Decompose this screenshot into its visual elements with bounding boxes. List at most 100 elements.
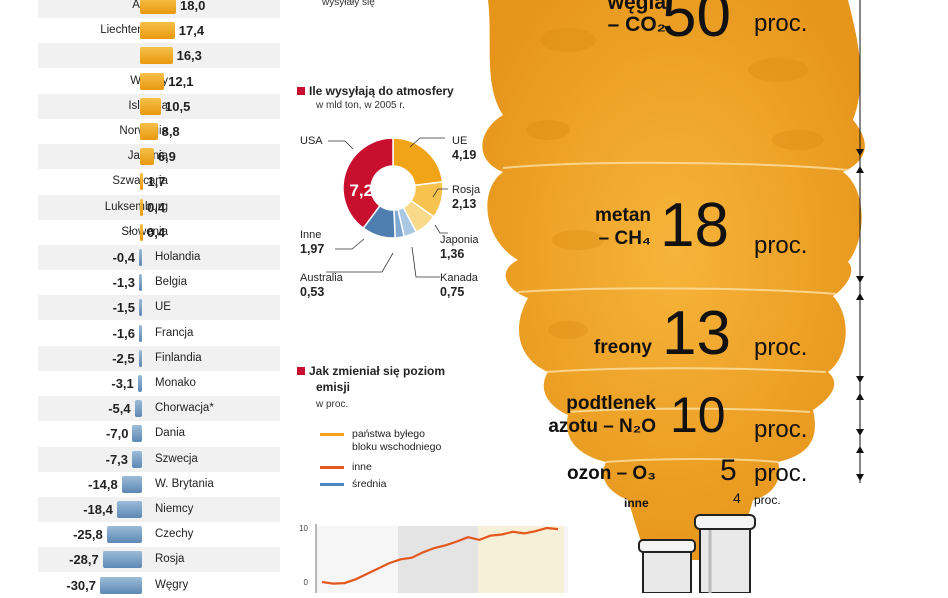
ranking-row: Liechtenstein 17,4 <box>38 18 280 43</box>
gas-ch4-name-line1: metan <box>595 205 651 226</box>
ranking-country: Holandia <box>155 251 201 263</box>
scale-arrow-down-icon <box>856 376 864 383</box>
gas-co2-name: węgla – CO₂ <box>608 0 666 36</box>
ranking-value: 6,9 <box>157 149 176 165</box>
legend-label-average: średnia <box>352 478 387 490</box>
ranking-value: 18,0 <box>180 0 206 13</box>
ranking-value: -0,4 <box>112 250 135 265</box>
ranking-value: 16,3 <box>176 48 202 64</box>
legend-label-eastern: państwa byłego bloku wschodniego <box>352 428 441 454</box>
gas-ch4-unit: proc. <box>754 232 808 259</box>
pie-label-name: USA <box>300 135 323 147</box>
ranking-row: Rosja -28,7 <box>38 547 280 573</box>
ranking-bar <box>140 223 143 241</box>
trend-heading-line1: Jak zmieniał się poziom <box>309 364 446 378</box>
pie-label-inne: Inne 1,97 <box>300 228 324 257</box>
ranking-country: Francja <box>155 326 194 339</box>
pie-label-name: Australia <box>300 272 343 284</box>
ranking-bar <box>100 576 142 594</box>
red-square-icon <box>297 367 305 375</box>
ranking-country: W. Brytania <box>155 477 214 490</box>
ranking-country: Słowenia <box>121 225 168 238</box>
ranking-value: -14,8 <box>88 476 118 492</box>
y-tick-label: 10 <box>299 524 308 533</box>
gas-ch4-value: 18 <box>660 191 729 260</box>
legend-swatch-eastern <box>320 433 344 436</box>
ranking-country: Węgry <box>155 578 189 591</box>
trend-heading: Jak zmieniał się poziom <box>297 364 445 379</box>
ranking-value: -1,3 <box>112 275 135 291</box>
legend-eastern-line1: państwa byłego <box>352 428 425 440</box>
gas-n2o-unit: proc. <box>754 416 808 443</box>
gas-freon-value: 13 <box>662 299 731 368</box>
ranking-bar <box>134 400 142 418</box>
ranking-value: -7,3 <box>105 451 129 467</box>
gas-o3-value: 5 <box>720 454 737 487</box>
ranking-bar <box>140 173 144 191</box>
ranking-value: -25,8 <box>73 527 103 543</box>
ranking-row: Włochy12,1 <box>38 69 280 94</box>
scale-arrow-down-icon <box>856 276 864 283</box>
ranking-row: Japonia6,9 <box>38 144 280 170</box>
ranking-country: Rosja <box>155 553 185 566</box>
ranking-row: Austria18,0 <box>38 0 280 18</box>
gas-other-name: inne <box>624 496 649 510</box>
ranking-bar <box>140 72 165 90</box>
ranking-value: 0,4 <box>147 199 166 215</box>
pie-label-value: 0,53 <box>300 285 325 299</box>
ranking-value: 12,1 <box>168 73 194 89</box>
ranking-bar <box>140 97 161 115</box>
ranking-row: Norwegia8,8 <box>38 119 280 144</box>
emission-change-ranking: Austria18,0Liechtenstein17,4USA*16,3Włoc… <box>38 0 280 594</box>
gas-ch4-name: metan – CH₄ <box>595 204 651 250</box>
ranking-row: Monako -3,1 <box>38 371 280 396</box>
ranking-row: Francja -1,6 <box>38 321 280 346</box>
chart-band <box>398 526 478 593</box>
greenhouse-gases-smoke-chart <box>482 0 865 593</box>
scale-arrow-up-icon <box>856 393 864 400</box>
gas-co2-unit: proc. <box>754 10 808 37</box>
gas-o3-unit: proc. <box>754 460 808 487</box>
legend-swatch-average <box>320 483 344 486</box>
ranking-bar <box>121 475 142 493</box>
ranking-bar <box>140 0 176 14</box>
ranking-bar <box>140 22 175 40</box>
ranking-row: Islandia10,5 <box>38 93 280 119</box>
pie-label-kanada: Kanada 0,75 <box>440 271 478 300</box>
gas-other-value: 4 <box>733 490 741 506</box>
ranking-row: Czechy -25,8 <box>38 522 280 547</box>
gas-n2o-name-line1: podtlenek <box>566 393 656 414</box>
ranking-row: Szwecja -7,3 <box>38 446 280 472</box>
ranking-bar <box>106 526 142 544</box>
gas-co2-value: 50 <box>662 0 731 50</box>
pie-heading-text: Ile wysyłają do atmosfery <box>309 84 454 98</box>
scale-arrow-down-icon <box>856 474 864 481</box>
ranking-country: Belgia <box>155 276 187 289</box>
ranking-value: -3,1 <box>111 376 134 391</box>
ranking-bar <box>140 198 143 216</box>
ranking-country: Dania <box>155 427 186 440</box>
gas-co2-name-line2: węgla <box>607 0 666 14</box>
top-note: wysyłały się <box>322 0 375 8</box>
scale-arrow-down-icon <box>856 429 864 436</box>
pie-label-name: Japonia <box>440 234 479 246</box>
pie-label-ue: UE 4,19 <box>452 134 476 163</box>
ranking-value: 8,8 <box>161 124 180 139</box>
ranking-bar <box>132 425 142 443</box>
ranking-bar <box>140 123 158 140</box>
scale-arrow-down-icon <box>856 149 864 156</box>
ranking-country: Monako <box>155 377 196 389</box>
ranking-value: -5,4 <box>108 401 131 417</box>
pie-label-value: 4,19 <box>452 148 477 162</box>
pie-label-value: 1,97 <box>300 242 325 256</box>
ranking-country: Szwecja <box>155 452 198 465</box>
ranking-bar <box>116 501 142 518</box>
ranking-bar <box>139 274 142 292</box>
ranking-value: -2,5 <box>112 350 135 366</box>
ranking-country: UE <box>155 301 171 314</box>
ranking-value: 10,5 <box>165 98 191 114</box>
series-line-inne <box>321 526 559 585</box>
trend-heading-line2: emisji <box>316 380 351 394</box>
ranking-bar <box>140 148 154 166</box>
ranking-row: Luksemburg 0,4 <box>38 194 280 220</box>
